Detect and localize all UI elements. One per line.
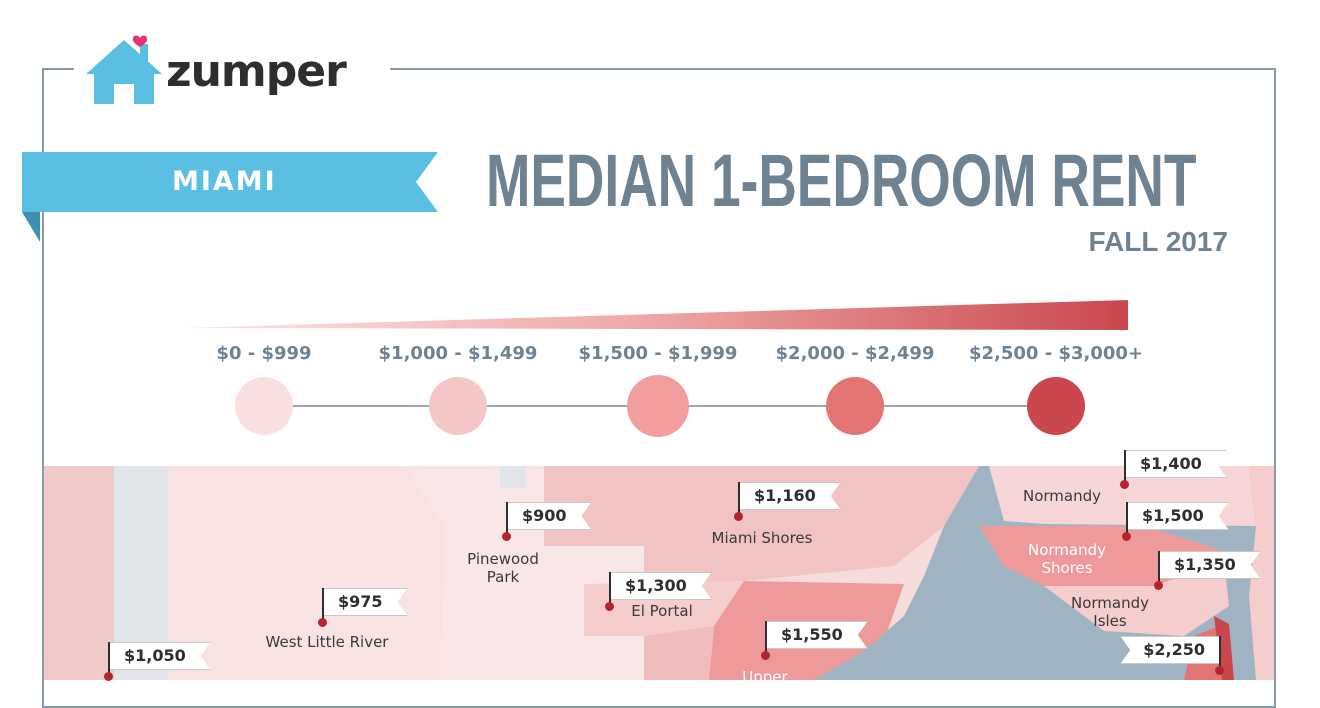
region-west — [44, 466, 114, 680]
region-miami-shores — [544, 466, 979, 586]
legend-dot-4 — [826, 377, 884, 435]
place-normandy-isles-2: Isles — [1093, 612, 1127, 630]
place-park: Park — [486, 568, 520, 586]
location-pin-icon — [1215, 666, 1224, 675]
place-pinewood: Pinewood — [467, 550, 539, 568]
city-ribbon — [22, 152, 438, 242]
location-pin-icon — [1122, 532, 1131, 541]
place-normandy-isles-1: Normandy — [1070, 594, 1150, 612]
price-label: $2,250 — [1120, 636, 1219, 664]
price-label: $900 — [508, 502, 592, 530]
page-title: MEDIAN 1-BEDROOM RENT — [486, 139, 1197, 222]
legend-label-5: $2,500 - $3,000+ — [968, 343, 1144, 364]
neighborhood-map — [44, 466, 1274, 680]
house-logo-icon — [86, 35, 162, 104]
location-pin-icon — [1120, 480, 1129, 489]
legend-label-1: $0 - $999 — [216, 343, 312, 364]
place-west-little-river: West Little River — [265, 633, 389, 651]
legend-dot-5 — [1027, 377, 1085, 435]
location-pin-icon — [605, 602, 614, 611]
brand-name: zumper — [166, 46, 347, 97]
price-label: $1,500 — [1128, 502, 1229, 530]
location-pin-icon — [502, 532, 511, 541]
region-normandy-isles — [1044, 561, 1229, 636]
canal-stub — [500, 466, 526, 488]
place-el-portal: El Portal — [631, 602, 693, 620]
legend-label-3: $1,500 - $1,999 — [578, 343, 738, 364]
legend-label-2: $1,000 - $1,499 — [378, 343, 538, 364]
place-miami-shores: Miami Shores — [711, 529, 813, 547]
legend-gradient-wedge — [186, 300, 1128, 330]
price-label: $1,160 — [740, 482, 841, 510]
legend-dot-2 — [429, 377, 487, 435]
region-west-little-river — [168, 466, 444, 680]
location-pin-icon — [761, 651, 770, 660]
heart-icon — [132, 35, 148, 47]
location-pin-icon — [318, 618, 327, 627]
place-normandy: Normandy — [1022, 487, 1102, 505]
price-label: $1,050 — [110, 642, 211, 670]
location-pin-icon — [1154, 581, 1163, 590]
place-normandy-shores-2: Shores — [1041, 559, 1093, 577]
legend-dot-3 — [627, 375, 689, 437]
location-pin-icon — [104, 672, 113, 681]
place-normandy-shores-1: Normandy — [1027, 541, 1107, 559]
price-label: $1,350 — [1160, 551, 1261, 579]
region-lemon-city — [644, 626, 714, 680]
legend-dot-1 — [235, 377, 293, 435]
region-north-beach — [1249, 466, 1274, 680]
price-label: $975 — [324, 588, 408, 616]
price-label: $1,400 — [1126, 450, 1227, 478]
legend-label-4: $2,000 - $2,499 — [775, 343, 935, 364]
price-label: $1,550 — [767, 621, 868, 649]
price-label: $1,300 — [611, 572, 712, 600]
city-label: MIAMI — [172, 166, 277, 197]
location-pin-icon — [734, 512, 743, 521]
biscayne-bay-water — [814, 466, 1044, 680]
place-upper: Upper — [742, 668, 788, 686]
page-subtitle: FALL 2017 — [1088, 226, 1228, 257]
